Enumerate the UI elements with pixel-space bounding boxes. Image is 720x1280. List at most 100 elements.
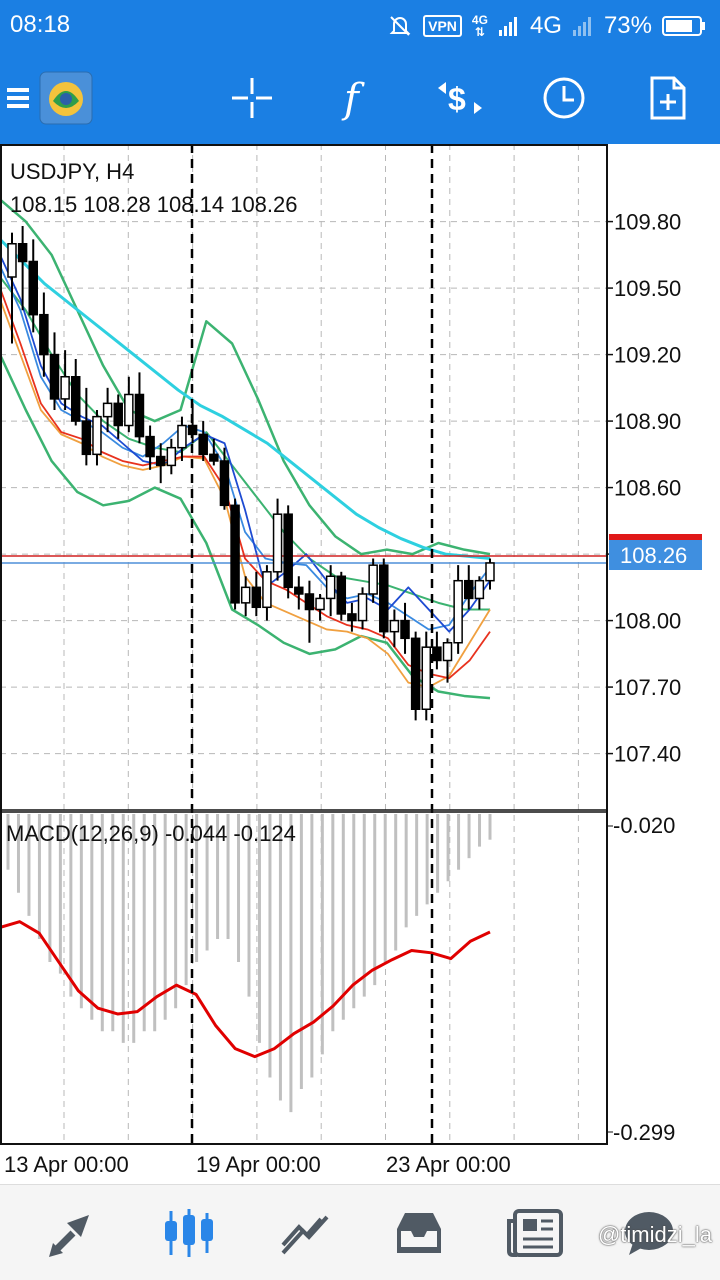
nav-chart[interactable] xyxy=(154,1203,224,1263)
bollinger-middle xyxy=(0,276,490,611)
signal-icon xyxy=(498,17,517,36)
price-tag xyxy=(609,540,702,570)
candle-body xyxy=(432,646,442,662)
candle-body xyxy=(70,376,81,422)
bollinger-bands xyxy=(0,198,491,700)
candle-body xyxy=(294,586,304,595)
candle-body xyxy=(325,575,336,600)
messages-icon xyxy=(625,1212,673,1255)
status-time: 08:18 xyxy=(10,11,71,38)
candle-body xyxy=(379,564,389,633)
mute-bell-icon xyxy=(389,16,411,36)
network-type-small: 4G ⇅ xyxy=(471,13,488,39)
chart-icon xyxy=(165,1209,213,1257)
candle-body xyxy=(39,313,49,356)
bollinger-upper xyxy=(0,198,491,556)
battery-percent: 73% xyxy=(603,12,652,39)
price-tick-label: 109.80 xyxy=(614,210,681,235)
candle-body xyxy=(421,646,432,710)
candle-body xyxy=(251,586,262,609)
status-icons: VPN 4G ⇅ 4G 73% xyxy=(387,10,706,42)
symbols-button[interactable]: $ xyxy=(430,68,490,128)
candle-body xyxy=(357,593,368,622)
history-icon xyxy=(397,1213,441,1253)
macd-label: MACD(12,26,9) -0.044 -0.124 xyxy=(6,821,296,846)
candle-body xyxy=(347,613,357,622)
candle-body xyxy=(400,619,410,640)
candle-body xyxy=(145,435,155,458)
candle-body xyxy=(92,415,102,456)
current-price-label: 108.26 xyxy=(620,543,687,568)
period-separators xyxy=(190,144,434,1144)
status-bar: 08:18 VPN 4G ⇅ 4G 73% xyxy=(0,0,720,52)
news-icon xyxy=(507,1209,563,1257)
network-type: 4G xyxy=(529,12,562,39)
clock-icon xyxy=(543,77,585,119)
candle-body xyxy=(336,575,347,615)
price-tick-label: 107.40 xyxy=(614,742,681,767)
candle-body xyxy=(240,586,251,604)
candle-body xyxy=(81,420,92,456)
candle-body xyxy=(209,453,219,462)
bid-price-tag xyxy=(609,534,702,541)
nav-trade[interactable] xyxy=(270,1203,340,1263)
app-logo-icon xyxy=(39,71,93,125)
price-tick-label: 109.20 xyxy=(614,343,681,368)
candle-body xyxy=(304,593,315,611)
candle-body xyxy=(17,243,28,263)
toolbar: f $ xyxy=(0,52,720,144)
chart-frame xyxy=(0,144,608,1145)
candle-body xyxy=(474,579,485,600)
price-tick-label: 109.50 xyxy=(614,276,681,301)
macd-signal-line xyxy=(0,920,491,1059)
menu-button[interactable] xyxy=(0,68,46,128)
candle-body xyxy=(177,424,187,449)
candle-body xyxy=(198,433,208,456)
candle-body xyxy=(230,504,240,604)
candle-body xyxy=(464,579,474,600)
candle-body xyxy=(166,446,177,467)
new-order-button[interactable] xyxy=(638,68,698,128)
watermark: @timidzi_la xyxy=(597,1222,712,1247)
candle-body xyxy=(7,243,17,278)
nav-news[interactable] xyxy=(500,1203,570,1263)
candle-body xyxy=(124,393,134,427)
price-chart[interactable]: 109.80109.50109.20108.90108.60108.30108.… xyxy=(0,144,720,1184)
price-tick-label: 108.60 xyxy=(614,476,681,501)
quotes-icon xyxy=(49,1215,89,1257)
candle-body xyxy=(442,642,453,662)
macd-indicator xyxy=(0,814,492,1113)
time-tick-label: 19 Apr 00:00 xyxy=(196,1152,321,1177)
nav-history[interactable] xyxy=(384,1203,454,1263)
nav-messages[interactable] xyxy=(614,1203,684,1263)
ohlc-label: 108.15 108.28 108.14 108.26 xyxy=(10,192,298,217)
period-button[interactable] xyxy=(534,68,594,128)
price-tick-label: 108.00 xyxy=(614,609,681,634)
nav-quotes[interactable] xyxy=(38,1203,108,1263)
price-axis: 109.80109.50109.20108.90108.60108.30108.… xyxy=(607,210,681,1133)
candle-body xyxy=(102,402,113,418)
candle-body xyxy=(283,513,293,589)
macd-bottom-label: -0.299 xyxy=(613,1120,675,1145)
crosshair-button[interactable] xyxy=(222,68,282,128)
battery-icon xyxy=(662,16,705,36)
candle-body xyxy=(272,513,283,573)
candle-body xyxy=(49,353,60,400)
candle-body xyxy=(60,376,70,400)
ma-slow-line xyxy=(0,238,491,561)
time-tick-label: 13 Apr 00:00 xyxy=(4,1152,129,1177)
new-order-icon xyxy=(650,76,686,120)
bollinger-lower xyxy=(0,354,491,700)
price-tick-label: 108.90 xyxy=(614,409,681,434)
symbol-label: USDJPY, H4 xyxy=(10,159,134,184)
candle-body xyxy=(485,562,495,582)
macd-top-label: -0.020 xyxy=(613,813,675,838)
candle-body xyxy=(368,564,378,595)
ma-blue-line xyxy=(0,254,491,633)
app-logo-button[interactable] xyxy=(36,68,96,128)
candle-body xyxy=(315,597,325,611)
vpn-badge: VPN xyxy=(423,15,462,37)
indicators-button[interactable]: f xyxy=(326,68,386,128)
time-axis: 13 Apr 00:00 19 Apr 00:00 23 Apr 00:00 xyxy=(4,1152,511,1177)
candle-body xyxy=(113,402,123,427)
